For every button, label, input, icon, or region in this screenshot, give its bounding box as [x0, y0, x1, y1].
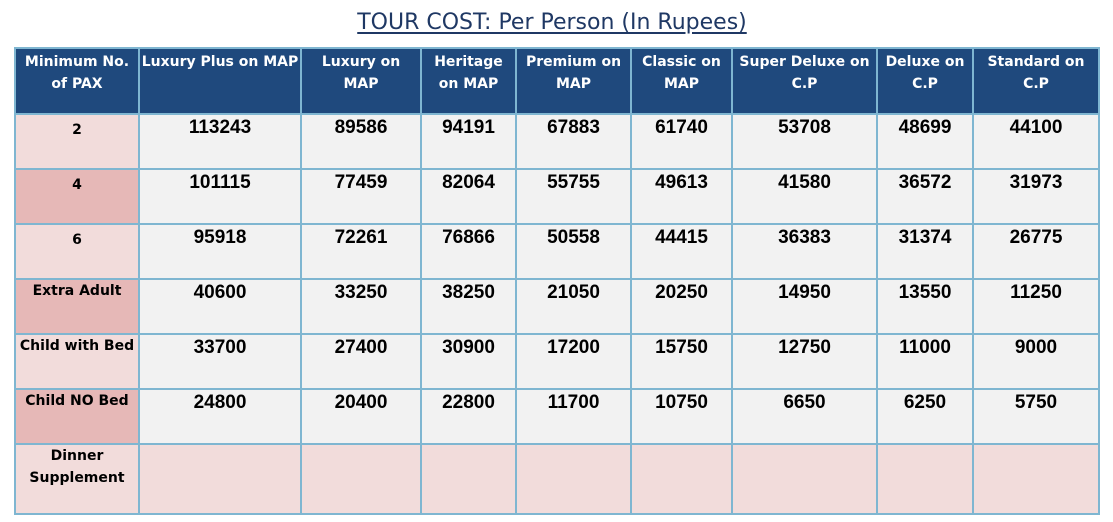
table-cell: 10750	[630, 388, 733, 445]
table-cell	[876, 443, 974, 515]
table-row: 2 113243 89586 94191 67883 61740 53708 4…	[14, 113, 1100, 170]
table-cell: 44100	[972, 113, 1100, 170]
page-title: TOUR COST: Per Person (In Rupees)	[0, 10, 1104, 35]
table-cell: 101115	[138, 168, 302, 225]
table-cell: 40600	[138, 278, 302, 335]
header-luxury-map: Luxury on MAP	[300, 47, 422, 115]
table-row: 6 95918 72261 76866 50558 44415 36383 31…	[14, 223, 1100, 280]
table-cell: 61740	[630, 113, 733, 170]
tour-cost-table: Minimum No. of PAX Luxury Plus on MAP Lu…	[14, 47, 1100, 515]
table-cell: 21050	[515, 278, 632, 335]
table-cell: 77459	[300, 168, 422, 225]
header-super-deluxe-cp: Super Deluxe on C.P	[731, 47, 878, 115]
table-cell: 50558	[515, 223, 632, 280]
table-cell: 72261	[300, 223, 422, 280]
table-cell: 24800	[138, 388, 302, 445]
row-label: Child NO Bed	[14, 388, 140, 445]
table-cell	[300, 443, 422, 515]
row-label: Child with Bed	[14, 333, 140, 390]
table-row: Extra Adult 40600 33250 38250 21050 2025…	[14, 278, 1100, 335]
table-cell: 6650	[731, 388, 878, 445]
table-cell: 113243	[138, 113, 302, 170]
table-row: Dinner Supplement	[14, 443, 1100, 515]
table-cell: 33250	[300, 278, 422, 335]
table-cell: 53708	[731, 113, 878, 170]
table-cell: 38250	[420, 278, 517, 335]
row-label: 6	[14, 223, 140, 280]
table-cell: 11250	[972, 278, 1100, 335]
table-cell	[138, 443, 302, 515]
table-cell: 31973	[972, 168, 1100, 225]
table-cell: 89586	[300, 113, 422, 170]
table-header-row: Minimum No. of PAX Luxury Plus on MAP Lu…	[14, 47, 1100, 115]
table-cell: 55755	[515, 168, 632, 225]
table-cell	[630, 443, 733, 515]
table-cell	[515, 443, 632, 515]
table-cell: 94191	[420, 113, 517, 170]
table-cell	[972, 443, 1100, 515]
table-cell: 26775	[972, 223, 1100, 280]
table-cell: 11700	[515, 388, 632, 445]
header-deluxe-cp: Deluxe on C.P	[876, 47, 974, 115]
row-label: 2	[14, 113, 140, 170]
table-cell: 41580	[731, 168, 878, 225]
table-cell: 31374	[876, 223, 974, 280]
table-row: Child NO Bed 24800 20400 22800 11700 107…	[14, 388, 1100, 445]
table-cell: 14950	[731, 278, 878, 335]
table-cell: 12750	[731, 333, 878, 390]
row-label: 4	[14, 168, 140, 225]
title-text: TOUR COST: Per Person (In Rupees)	[357, 10, 747, 35]
header-premium-map: Premium on MAP	[515, 47, 632, 115]
table-cell: 82064	[420, 168, 517, 225]
table-cell: 13550	[876, 278, 974, 335]
table-cell: 5750	[972, 388, 1100, 445]
header-heritage-map: Heritage on MAP	[420, 47, 517, 115]
table-cell: 6250	[876, 388, 974, 445]
table-cell: 9000	[972, 333, 1100, 390]
table-cell: 22800	[420, 388, 517, 445]
header-standard-cp: Standard on C.P	[972, 47, 1100, 115]
table-row: 4 101115 77459 82064 55755 49613 41580 3…	[14, 168, 1100, 225]
row-label: Dinner Supplement	[14, 443, 140, 515]
table-cell: 11000	[876, 333, 974, 390]
table-cell: 36383	[731, 223, 878, 280]
table-cell: 20400	[300, 388, 422, 445]
table-row: Child with Bed 33700 27400 30900 17200 1…	[14, 333, 1100, 390]
table-cell: 33700	[138, 333, 302, 390]
header-luxury-plus-map: Luxury Plus on MAP	[138, 47, 302, 115]
table-cell: 48699	[876, 113, 974, 170]
row-label: Extra Adult	[14, 278, 140, 335]
table-cell: 76866	[420, 223, 517, 280]
table-cell: 30900	[420, 333, 517, 390]
table-cell: 20250	[630, 278, 733, 335]
table-cell: 95918	[138, 223, 302, 280]
header-classic-map: Classic on MAP	[630, 47, 733, 115]
table-cell: 67883	[515, 113, 632, 170]
table-cell: 15750	[630, 333, 733, 390]
table-cell: 49613	[630, 168, 733, 225]
table-cell	[420, 443, 517, 515]
header-min-pax: Minimum No. of PAX	[14, 47, 140, 115]
table-cell: 44415	[630, 223, 733, 280]
table-cell: 36572	[876, 168, 974, 225]
table-cell: 27400	[300, 333, 422, 390]
table-cell	[731, 443, 878, 515]
table-cell: 17200	[515, 333, 632, 390]
